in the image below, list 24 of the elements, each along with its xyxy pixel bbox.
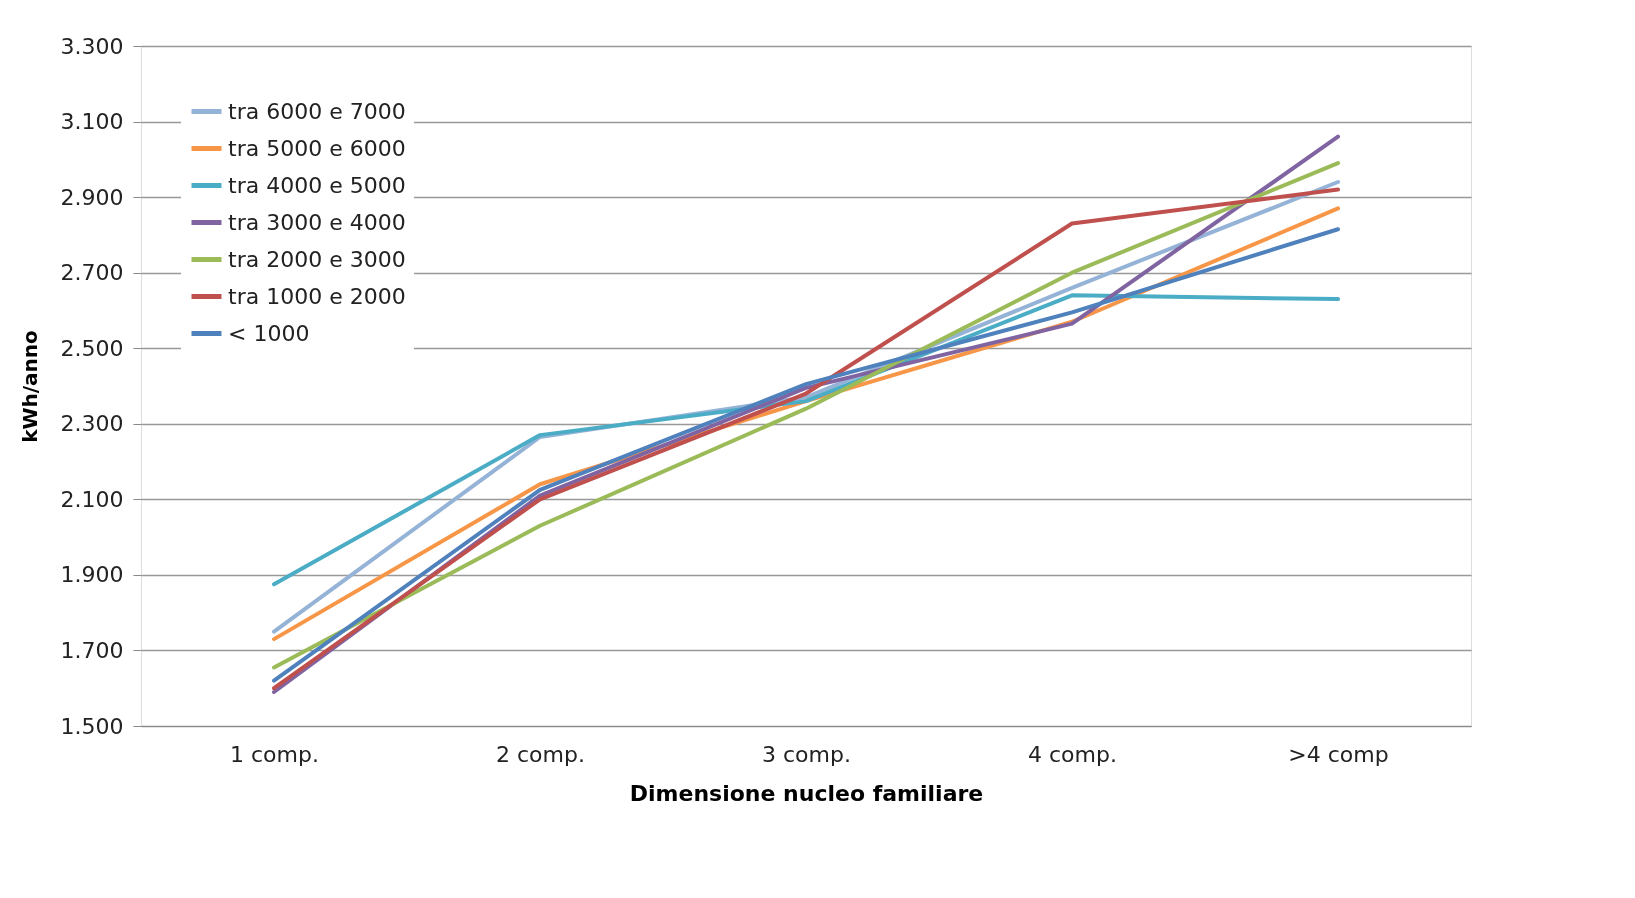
x-tick-label: 1 comp. bbox=[230, 741, 319, 767]
y-tick-label: 1.500 bbox=[60, 713, 124, 739]
y-tick-label: 2.900 bbox=[60, 184, 124, 210]
x-tick-label: 3 comp. bbox=[762, 741, 851, 767]
y-tick-label: 1.900 bbox=[60, 562, 124, 588]
legend-label: tra 6000 e 7000 bbox=[228, 98, 406, 124]
legend-label: tra 3000 e 4000 bbox=[228, 209, 406, 235]
legend-label: tra 2000 e 3000 bbox=[228, 246, 406, 272]
legend-label: tra 5000 e 6000 bbox=[228, 135, 406, 161]
legend-label: tra 4000 e 5000 bbox=[228, 172, 406, 198]
y-tick-label: 3.300 bbox=[60, 33, 124, 59]
x-axis-title: Dimensione nucleo familiare bbox=[629, 780, 984, 806]
y-tick-label: 2.500 bbox=[60, 335, 124, 361]
x-tick-label: 2 comp. bbox=[496, 741, 585, 767]
legend-label: tra 1000 e 2000 bbox=[228, 283, 406, 309]
y-tick-label: 2.100 bbox=[60, 486, 124, 512]
x-tick-label: >4 comp bbox=[1288, 741, 1389, 767]
legend-label: < 1000 bbox=[228, 320, 310, 346]
y-tick-label: 3.100 bbox=[60, 109, 124, 135]
y-tick-label: 1.700 bbox=[60, 637, 124, 663]
x-tick-label: 4 comp. bbox=[1028, 741, 1117, 767]
y-tick-label: 2.700 bbox=[60, 260, 124, 286]
y-axis-title: kWh/anno bbox=[17, 330, 42, 443]
y-tick-label: 2.300 bbox=[60, 411, 124, 437]
